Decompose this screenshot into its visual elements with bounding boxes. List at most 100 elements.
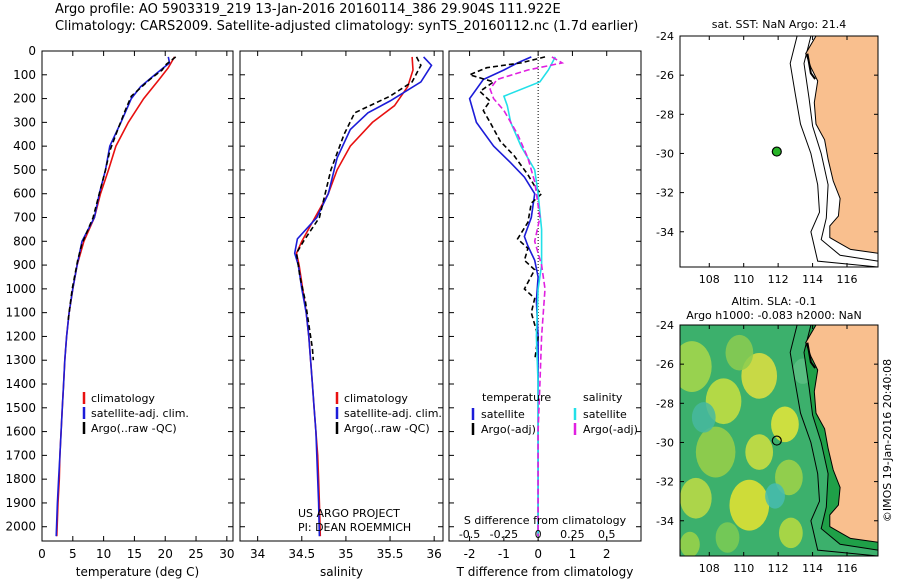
- temperature-xtick-label: 15: [127, 547, 142, 561]
- sla-isobath-inner: [803, 325, 878, 551]
- temperature-xtick-label: 25: [188, 547, 203, 561]
- difference-panel: -2 -1 0 1 2 T difference from climatology temp…: [448, 50, 642, 579]
- temperature-panel: 0 5 10 15 20 25 300100200300400500600700800900…: [5, 44, 234, 579]
- top-axis-tick-label: -0.5: [459, 528, 480, 541]
- temperature-xtick-label: 5: [69, 547, 77, 561]
- project-label: US ARGO PROJECT: [298, 507, 400, 520]
- sst-title: sat. SST: NaN Argo: 21.4: [712, 18, 846, 31]
- salinity-frame: [239, 50, 444, 542]
- sst-ytick-label: -24: [656, 30, 674, 43]
- sla-anomaly-patch: [680, 477, 712, 519]
- top-axis-tick-label: 0: [535, 528, 542, 541]
- sst-isobath-inner: [803, 36, 878, 262]
- legend-s-label: Argo(-adj): [583, 423, 638, 436]
- sla-anomaly-patch: [765, 483, 785, 509]
- sla-float-marker: [771, 435, 782, 446]
- depth-tick-label: 0: [28, 44, 36, 58]
- depth-tick-label: 1300: [5, 353, 36, 367]
- sla-land: [805, 325, 878, 543]
- sla-anomaly-patch: [745, 434, 774, 470]
- pi-label: PI: DEAN ROEMMICH: [298, 521, 411, 534]
- sla-anomaly-patch: [775, 459, 803, 496]
- difference-series-s-argo-adj-: [489, 56, 565, 537]
- difference-xtick-label: -2: [464, 547, 476, 561]
- top-axis-tick-label: 0.25: [560, 528, 585, 541]
- salinity-series-argo-raw-qc-: [295, 56, 422, 361]
- difference-series-s-satellite: [502, 56, 557, 537]
- depth-tick-label: 500: [13, 163, 36, 177]
- sla-ytick-label: -34: [656, 515, 674, 528]
- temperature-xtick-label: 0: [38, 547, 46, 561]
- sla-ytick-label: -32: [656, 476, 674, 489]
- salinity-xtick-label: 36: [427, 547, 442, 561]
- sst-xtick-label: 110: [733, 273, 754, 286]
- sst-xtick-label: 112: [768, 273, 789, 286]
- difference-xtick-label: 0: [534, 547, 542, 561]
- temperature-xtick-label: 10: [96, 547, 111, 561]
- sla-anomaly-patch: [729, 479, 770, 531]
- difference-xtick-label: 1: [569, 547, 577, 561]
- temperature-frame: [41, 50, 234, 542]
- top-axis-label: S difference from climatology: [464, 514, 627, 527]
- sst-map-content: [680, 36, 878, 267]
- sla-anomaly-patch: [680, 531, 700, 556]
- sst-ytick-label: -34: [656, 226, 674, 239]
- salinity-legend-label: satellite-adj. clim.: [344, 407, 442, 420]
- sst-frame: [679, 35, 879, 268]
- temperature-xlabel: temperature (deg C): [76, 565, 199, 579]
- sla-ytick-label: -26: [656, 358, 674, 371]
- depth-tick-label: 300: [13, 115, 36, 129]
- salinity-legend-label: climatology: [344, 392, 408, 405]
- sla-anomaly-patch: [691, 402, 716, 433]
- depth-tick-label: 400: [13, 139, 36, 153]
- temperature-xtick-label: 30: [219, 547, 234, 561]
- sla-anomaly-patch: [741, 352, 778, 399]
- sla-anomaly-patch: [771, 406, 799, 443]
- legend-salinity-title: salinity: [583, 391, 623, 404]
- difference-xtick-label: 2: [603, 547, 611, 561]
- sla-map-content: [680, 325, 878, 556]
- top-axis-tick-label: 0.5: [598, 528, 616, 541]
- depth-tick-label: 1900: [5, 496, 36, 510]
- depth-tick-label: 700: [13, 211, 36, 225]
- temperature-series-argo-raw-qc-: [67, 56, 177, 323]
- legend-s-label: satellite: [583, 408, 627, 421]
- difference-xtick-label: -1: [498, 547, 510, 561]
- sla-xtick-label: 112: [768, 562, 789, 575]
- difference-xlabel: T difference from climatology: [456, 565, 634, 579]
- sst-land: [805, 36, 878, 254]
- imos-timestamp: ©IMOS 19-Jan-2016 20:40:08: [881, 359, 894, 522]
- sst-xtick-label: 108: [699, 273, 720, 286]
- top-axis-tick-label: -0.25: [490, 528, 518, 541]
- sla-ytick-label: -24: [656, 319, 674, 332]
- depth-tick-label: 100: [13, 68, 36, 82]
- depth-tick-label: 1000: [5, 282, 36, 296]
- temperature-legend-label: satellite-adj. clim.: [91, 407, 189, 420]
- legend-t-label: satellite: [481, 408, 525, 421]
- legend-temperature-title: temperature: [482, 391, 551, 404]
- sst-xtick-label: 114: [802, 273, 823, 286]
- salinity-legend-label: Argo(..raw -QC): [344, 422, 430, 435]
- salinity-xlabel: salinity: [320, 565, 363, 579]
- sst-isobath-outer: [789, 36, 878, 267]
- sla-isobath-outer: [789, 325, 878, 556]
- salinity-xtick-label: 35.5: [377, 547, 404, 561]
- sla-anomaly-patch: [715, 522, 740, 553]
- sla-anomaly-patch: [680, 341, 712, 392]
- salinity-panel: 34 34.5 35 35.5 36 salinity climatology satelli…: [239, 50, 444, 579]
- sla-anomaly-patch: [695, 426, 736, 478]
- sla-xtick-label: 108: [699, 562, 720, 575]
- depth-tick-label: 1500: [5, 401, 36, 415]
- legend-t-label: Argo(-adj): [481, 423, 536, 436]
- salinity-xtick-label: 35: [338, 547, 353, 561]
- profile-title: Argo profile: AO 5903319_219 13-Jan-2016…: [55, 2, 561, 17]
- sla-xtick-label: 110: [733, 562, 754, 575]
- depth-tick-label: 200: [13, 92, 36, 106]
- sst-ytick-label: -28: [656, 108, 674, 121]
- sst-ytick-label: -32: [656, 187, 674, 200]
- sst-shark-bay: [806, 53, 816, 80]
- salinity-xtick-label: 34.5: [288, 547, 315, 561]
- sla-frame: [679, 324, 879, 557]
- temperature-legend-label: climatology: [91, 392, 155, 405]
